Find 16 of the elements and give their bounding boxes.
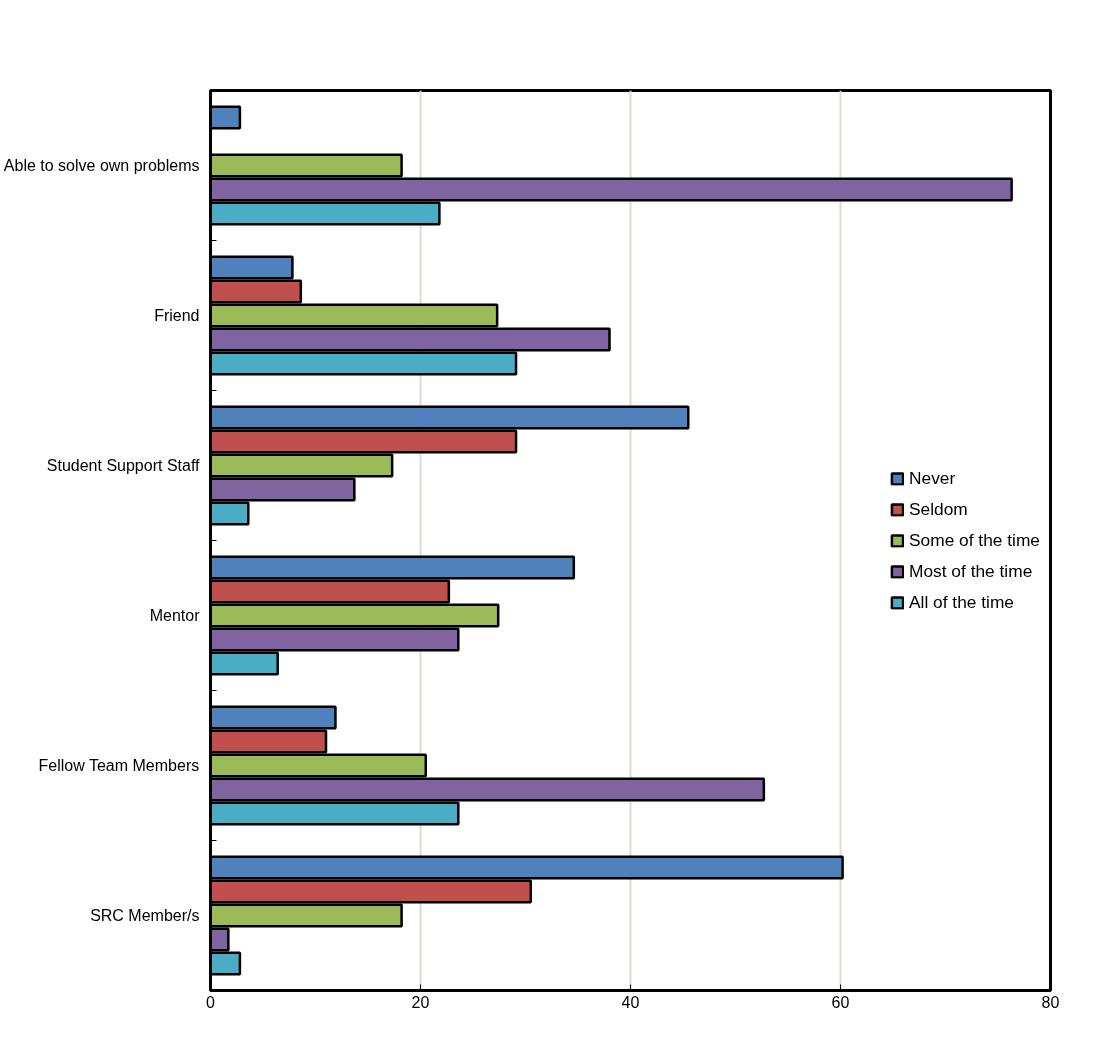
x-tick-label: 80: [1041, 993, 1060, 1011]
y-tick-label: Student Support Staff: [46, 457, 201, 474]
y-tick-label: Friend: [154, 307, 200, 324]
x-tick-label: 0: [206, 993, 216, 1011]
x-tick-label: 60: [831, 993, 850, 1011]
legend-label: Some of the time: [909, 529, 1040, 551]
x-tick-label: 20: [411, 993, 430, 1011]
y-tick-label: Able to solve own problems: [3, 157, 200, 174]
legend-label: Seldom: [909, 498, 968, 520]
legend-label: Never: [909, 467, 956, 489]
legend-label: Most of the time: [909, 560, 1033, 582]
y-tick-label: Fellow Team Members: [38, 757, 200, 774]
legend-label: All of the time: [909, 591, 1014, 613]
y-tick-label: SRC Member/s: [90, 907, 200, 924]
x-tick-label: 40: [621, 993, 640, 1011]
y-tick-label: Mentor: [149, 607, 201, 624]
